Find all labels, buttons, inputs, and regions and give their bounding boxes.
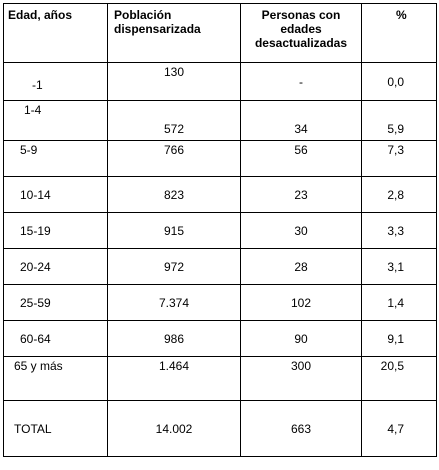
- cell-personas: 30: [240, 212, 362, 249]
- cell-personas: 28: [240, 248, 362, 285]
- cell-edad: TOTAL: [3, 400, 108, 457]
- age-data-table: Edad, años Población dispensarizada Pers…: [3, 3, 437, 457]
- table-header-row: Edad, años Población dispensarizada Pers…: [3, 3, 437, 63]
- cell-percent: 3,1: [361, 248, 437, 285]
- table-row: 10-14 823 23 2,8: [3, 176, 437, 213]
- cell-percent: 5,9: [361, 100, 437, 141]
- table-row: 60-64 986 90 9,1: [3, 320, 437, 357]
- cell-poblacion: 1.464: [107, 356, 241, 401]
- cell-edad: 10-14: [3, 176, 108, 213]
- table-row: 65 y más 1.464 300 20,5: [3, 356, 437, 401]
- cell-percent: 1,4: [361, 284, 437, 321]
- cell-poblacion: 915: [107, 212, 241, 249]
- table-row: -1 130 - 0,0: [3, 62, 437, 101]
- cell-poblacion: 7.374: [107, 284, 241, 321]
- cell-edad: 15-19: [3, 212, 108, 249]
- cell-edad: 20-24: [3, 248, 108, 285]
- table-row: 1-4 572 34 5,9: [3, 100, 437, 141]
- table-row-total: TOTAL 14.002 663 4,7: [3, 400, 437, 457]
- cell-percent: 20,5: [361, 356, 437, 401]
- cell-personas: 23: [240, 176, 362, 213]
- cell-percent: 9,1: [361, 320, 437, 357]
- cell-poblacion: 986: [107, 320, 241, 357]
- cell-personas: -: [240, 62, 362, 101]
- table-row: 25-59 7.374 102 1,4: [3, 284, 437, 321]
- cell-edad: 1-4: [3, 100, 108, 141]
- cell-personas: 34: [240, 100, 362, 141]
- cell-personas: 300: [240, 356, 362, 401]
- cell-poblacion: 823: [107, 176, 241, 213]
- cell-percent: 3,3: [361, 212, 437, 249]
- cell-personas: 102: [240, 284, 362, 321]
- cell-edad: 65 y más: [3, 356, 108, 401]
- table-row: 20-24 972 28 3,1: [3, 248, 437, 285]
- cell-edad: -1: [3, 62, 108, 101]
- cell-percent: 2,8: [361, 176, 437, 213]
- table-row: 15-19 915 30 3,3: [3, 212, 437, 249]
- cell-poblacion: 14.002: [107, 400, 241, 457]
- cell-personas: 663: [240, 400, 362, 457]
- cell-percent: 0,0: [361, 62, 437, 101]
- cell-poblacion: 972: [107, 248, 241, 285]
- table-row: 5-9 766 56 7,3: [3, 140, 437, 177]
- cell-poblacion: 572: [107, 100, 241, 141]
- cell-personas: 56: [240, 140, 362, 177]
- cell-edad: 5-9: [3, 140, 108, 177]
- header-edad: Edad, años: [3, 3, 108, 63]
- cell-percent: 7,3: [361, 140, 437, 177]
- cell-poblacion: 130: [107, 62, 241, 101]
- header-personas: Personas con edades desactualizadas: [240, 3, 362, 63]
- cell-percent: 4,7: [361, 400, 437, 457]
- header-percent: %: [361, 3, 437, 63]
- header-poblacion: Población dispensarizada: [107, 3, 241, 63]
- cell-edad: 25-59: [3, 284, 108, 321]
- cell-poblacion: 766: [107, 140, 241, 177]
- cell-personas: 90: [240, 320, 362, 357]
- cell-edad: 60-64: [3, 320, 108, 357]
